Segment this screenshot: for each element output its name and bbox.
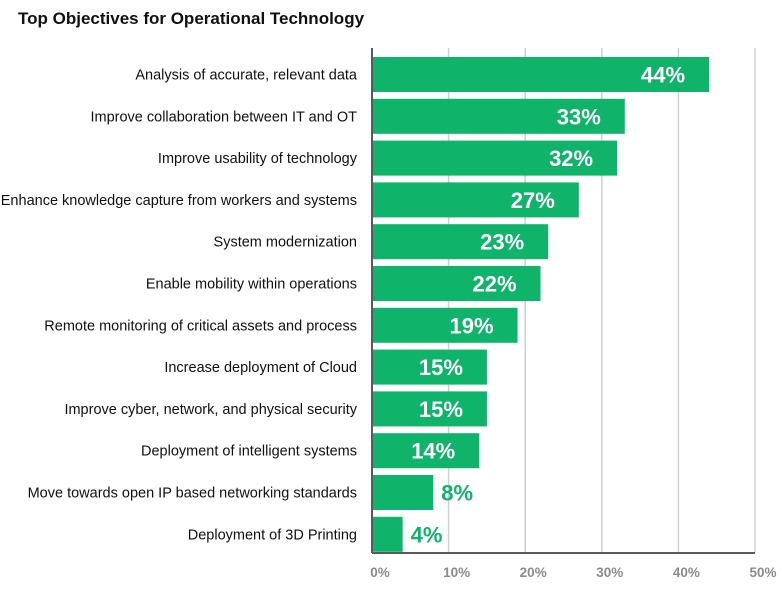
x-axis: 0% 10% 20% 30% 40% 50% (370, 48, 777, 580)
bar (372, 433, 480, 469)
category-label: Improve collaboration between IT and OT (90, 109, 357, 125)
bar (372, 349, 487, 385)
category-label: System modernization (214, 235, 357, 251)
category-label: Improve cyber, network, and physical sec… (64, 402, 357, 418)
bar (372, 475, 434, 510)
value-label: 14% (411, 439, 455, 464)
category-label: Improve usability of technology (158, 151, 358, 167)
value-label: 33% (557, 104, 601, 129)
category-label: Deployment of 3D Printing (188, 527, 357, 543)
value-label: 4% (411, 522, 443, 547)
value-label: 15% (419, 355, 463, 380)
category-label: Enhance knowledge capture from workers a… (1, 193, 357, 209)
bar (372, 224, 549, 260)
category-label: Move towards open IP based networking st… (28, 486, 357, 502)
bar (372, 140, 618, 176)
value-label: 27% (511, 188, 555, 213)
bar (372, 98, 625, 134)
value-label: 32% (549, 146, 593, 171)
category-label: Deployment of intelligent systems (141, 444, 357, 460)
value-label: 15% (419, 397, 463, 422)
x-tick-label: 20% (520, 565, 547, 580)
x-tick-label: 30% (596, 565, 623, 580)
category-label: Analysis of accurate, relevant data (135, 68, 358, 84)
x-tick-label: 40% (673, 565, 700, 580)
bar (372, 182, 579, 218)
bar (372, 516, 403, 552)
x-tick-label: 10% (443, 565, 470, 580)
category-label: Remote monitoring of critical assets and… (44, 318, 357, 334)
x-tick-label: 50% (749, 565, 776, 580)
bar (372, 307, 518, 343)
chart-title: Top Objectives for Operational Technolog… (18, 9, 365, 28)
value-label: 23% (480, 230, 524, 255)
value-label: 22% (472, 272, 516, 297)
bar (372, 57, 710, 92)
category-label: Increase deployment of Cloud (164, 360, 357, 376)
value-label: 19% (449, 313, 493, 338)
bar (372, 391, 487, 427)
bars: Analysis of accurate, relevant data 44% Im… (1, 57, 710, 552)
category-label: Enable mobility within operations (146, 277, 357, 293)
value-label: 8% (441, 481, 473, 506)
value-label: 44% (641, 63, 685, 88)
x-tick-label: 0% (370, 565, 390, 580)
bar (372, 266, 541, 301)
